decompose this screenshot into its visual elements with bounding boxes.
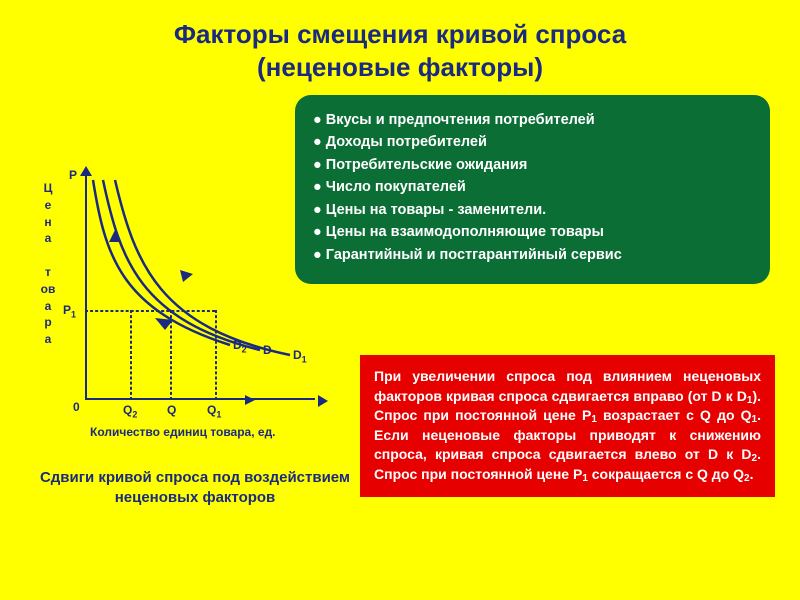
factor-item: Потребительские ожидания <box>313 154 752 176</box>
demand-chart: Цена товара P P1 0 Q2 Q Q1 D2 D D1 <box>40 160 360 560</box>
factors-box: Вкусы и предпочтения потребителей Доходы… <box>295 95 770 284</box>
d1-label: D1 <box>293 348 307 364</box>
origin-label: 0 <box>73 400 80 414</box>
factors-list: Вкусы и предпочтения потребителей Доходы… <box>313 109 752 266</box>
d-label: D <box>263 343 272 357</box>
q2-label: Q2 <box>123 403 137 419</box>
factor-item: Цены на товары - заменители. <box>313 199 752 221</box>
y-axis-label: Цена товара <box>40 180 56 348</box>
factor-item: Цены на взаимодополняющие товары <box>313 221 752 243</box>
demand-curves <box>85 170 325 420</box>
title-line-2: (неценовые факторы) <box>257 52 543 82</box>
x-flow-arrow-icon <box>245 395 255 405</box>
factor-item: Доходы потребителей <box>313 131 752 153</box>
factor-item: Гарантийный и постгарантийный сервис <box>313 244 752 266</box>
shift-arrow-icon <box>109 230 121 242</box>
page-title: Факторы смещения кривой спроса (неценовы… <box>0 0 800 83</box>
q-label: Q <box>167 403 176 417</box>
d2-label: D2 <box>233 338 247 354</box>
chart-caption: Сдвиги кривой спроса под воздействием не… <box>15 468 375 509</box>
p1-label: P1 <box>63 303 76 319</box>
explanation-box: При увеличении спроса под влиянием нецен… <box>360 355 775 497</box>
x-axis-label: Количество единиц товара, ед. <box>90 425 276 439</box>
p-label: P <box>69 168 77 182</box>
explanation-text: При увеличении спроса под влиянием нецен… <box>374 368 761 482</box>
plot-area: P P1 0 Q2 Q Q1 D2 D D1 <box>85 170 325 420</box>
factor-item: Число покупателей <box>313 176 752 198</box>
shift-arrow-icon <box>180 270 193 282</box>
shift-arrow-icon <box>155 318 173 330</box>
q1-label: Q1 <box>207 403 221 419</box>
factor-item: Вкусы и предпочтения потребителей <box>313 109 752 131</box>
title-line-1: Факторы смещения кривой спроса <box>174 19 626 49</box>
